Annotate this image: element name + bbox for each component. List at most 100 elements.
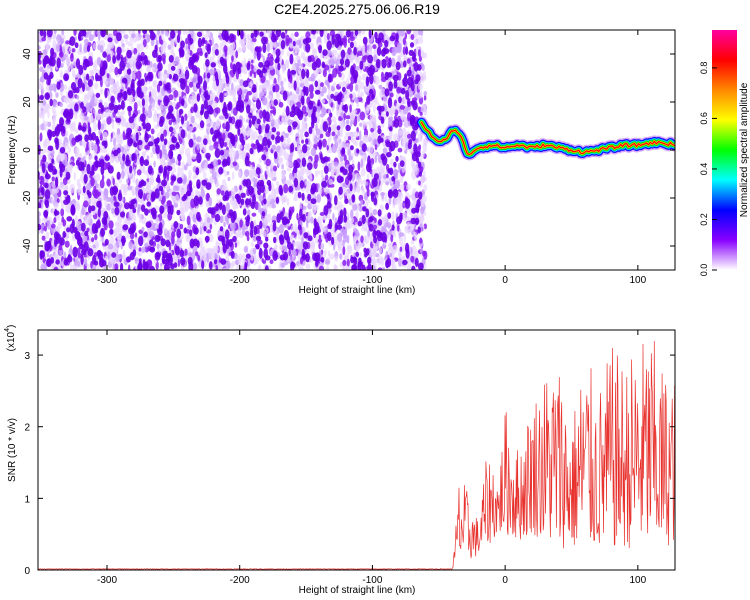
spectrogram-noise-speck xyxy=(142,165,146,174)
spectrogram-noise-speck xyxy=(349,104,352,113)
spectrogram-noise-speck xyxy=(99,88,104,95)
spectrogram-noise-speck xyxy=(342,246,346,256)
spectrogram-noise-speck xyxy=(208,144,215,151)
spectrogram-noise-speck xyxy=(280,262,286,268)
spectrogram-noise-speck xyxy=(216,188,221,195)
spectrogram-noise-speck xyxy=(148,105,152,112)
spectrogram-noise-speck xyxy=(78,189,81,196)
spectrogram-noise-speck xyxy=(106,73,110,79)
spectrogram-noise-speck xyxy=(193,134,196,141)
spectrogram-noise-speck xyxy=(153,160,156,168)
spectrogram-noise-speck xyxy=(337,232,343,243)
spectrogram-noise-speck xyxy=(236,265,241,270)
spectrogram-noise-speck xyxy=(359,130,362,141)
spectrogram-noise-speck xyxy=(199,114,203,122)
spectrogram-noise-speck xyxy=(312,48,317,57)
spectrogram-noise-speck xyxy=(60,208,65,217)
spectrogram-noise-speck xyxy=(101,148,108,154)
spectrogram-noise-speck xyxy=(322,227,327,232)
spectrogram-noise-speck xyxy=(63,98,67,103)
spectrogram-noise-speck xyxy=(316,193,322,203)
spectrogram-noise-speck xyxy=(202,171,207,179)
spectrogram-noise-speck xyxy=(267,172,274,178)
spectrogram-noise-speck xyxy=(89,153,94,160)
spectrogram-noise-speck xyxy=(406,30,412,35)
spectrogram-noise-speck xyxy=(179,138,183,144)
spectrogram-noise-speck xyxy=(253,71,257,79)
spectrogram-noise-speck xyxy=(83,200,89,208)
spectrogram-noise-speck xyxy=(294,223,298,233)
spectrogram-noise-speck xyxy=(372,209,378,216)
spectrogram-noise-speck xyxy=(343,38,348,48)
spectrogram-noise-speck xyxy=(381,192,384,200)
spectrogram-noise-speck xyxy=(93,143,98,154)
spectrogram-noise-speck xyxy=(296,212,299,221)
spectrogram-noise-speck xyxy=(307,211,311,222)
spectrogram-noise-speck xyxy=(423,250,428,260)
spectrogram-noise-speck xyxy=(324,259,331,265)
spectrogram-noise-speck xyxy=(284,60,289,68)
spectrogram-noise-speck xyxy=(173,167,176,173)
spectrogram-noise-speck xyxy=(181,143,186,150)
spectrogram-noise-speck xyxy=(332,212,335,221)
spectrogram-noise-speck xyxy=(360,179,364,186)
spectrogram-noise-speck xyxy=(252,131,258,140)
spectrogram-noise-speck xyxy=(354,221,358,228)
spectrogram-noise-speck xyxy=(353,130,359,138)
spectrogram-noise-speck xyxy=(154,124,159,129)
spectrogram-noise-speck xyxy=(283,77,287,82)
spectrogram-noise-speck xyxy=(278,224,284,234)
spectrogram-noise-speck xyxy=(319,219,323,227)
spectrogram-noise-speck xyxy=(73,30,77,36)
spectrogram-noise-speck xyxy=(372,168,377,174)
spectrogram-noise-speck xyxy=(143,192,147,201)
spectrogram-noise-speck xyxy=(141,226,145,232)
spectrogram-noise-speck xyxy=(181,265,184,270)
spectrogram-noise-speck xyxy=(199,87,202,95)
spectrogram-noise-speck xyxy=(364,238,367,243)
spectrogram-noise-speck xyxy=(92,43,97,50)
spectrogram-noise-speck xyxy=(279,148,284,157)
spectrogram-noise-speck xyxy=(314,235,319,244)
spectrogram-noise-speck xyxy=(346,244,352,252)
spectrogram-noise-speck xyxy=(246,235,250,242)
spectrogram-noise-speck xyxy=(301,139,305,144)
spectrogram-noise-speck xyxy=(342,97,346,103)
spectrogram-noise-speck xyxy=(385,181,390,186)
spectrogram-noise-speck xyxy=(287,119,293,126)
spectrogram-noise-speck xyxy=(199,50,204,57)
spectrogram-noise-speck xyxy=(101,174,105,181)
spectrogram-noise-speck xyxy=(45,231,50,240)
spectrogram-noise-speck xyxy=(102,131,108,139)
spectrogram-noise-speck xyxy=(391,46,397,57)
spectrogram-noise-speck xyxy=(138,30,141,34)
spectrogram-noise-speck xyxy=(290,234,295,240)
spectrogram-noise-speck xyxy=(314,170,319,178)
spectrogram-noise-speck xyxy=(218,230,224,236)
spectrogram-noise-speck xyxy=(130,33,136,39)
spectrogram-noise-speck xyxy=(53,217,57,224)
spectrogram-noise-speck xyxy=(265,158,271,167)
spectrogram-noise-speck xyxy=(406,58,411,64)
spectrogram-noise-speck xyxy=(344,188,348,197)
spectrogram-noise-speck xyxy=(174,56,180,66)
spectrogram-noise-speck xyxy=(105,197,112,202)
spectrogram-noise-speck xyxy=(147,184,152,194)
spectrogram-noise-speck xyxy=(304,117,307,122)
spectrogram-noise-speck xyxy=(184,200,187,209)
spectrogram-noise-speck xyxy=(297,148,302,155)
spectrogram-noise-speck xyxy=(399,184,405,192)
spectrogram-noise-speck xyxy=(50,197,55,204)
spectrogram-noise-speck xyxy=(180,207,186,213)
spectrogram-noise-speck xyxy=(187,175,192,181)
spectrogram-noise-speck xyxy=(51,34,57,40)
spectrogram-noise-speck xyxy=(337,201,343,209)
spectrogram-noise-speck xyxy=(400,202,403,212)
spectrogram-noise-speck xyxy=(402,46,406,55)
spectrogram-noise-speck xyxy=(79,43,82,53)
spectrogram-noise-speck xyxy=(321,107,327,116)
spectrogram-noise-speck xyxy=(64,184,69,191)
spectrogram-noise-speck xyxy=(389,130,393,138)
spectrogram-noise-speck xyxy=(342,182,346,187)
spectrogram-noise-speck xyxy=(263,150,266,155)
